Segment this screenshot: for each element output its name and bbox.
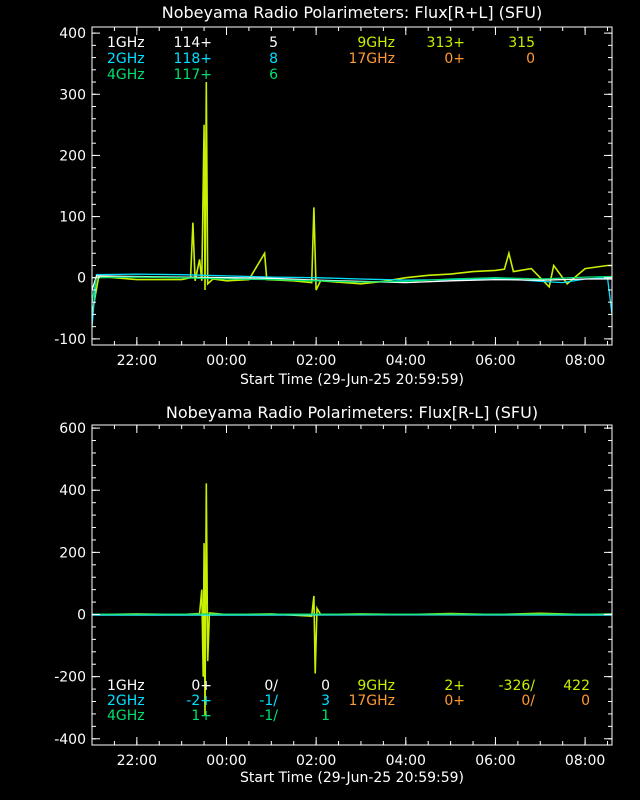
x-tick-label: 22:00 xyxy=(117,753,157,769)
legend-value: 0 xyxy=(581,693,590,709)
x-tick-label: 04:00 xyxy=(386,353,426,369)
x-tick-label: 08:00 xyxy=(565,353,605,369)
legend-value: 0+ xyxy=(444,693,465,709)
legend-value: 0+ xyxy=(191,678,212,694)
series-line-9ghz xyxy=(92,81,612,315)
y-tick-label: 200 xyxy=(59,148,86,164)
x-tick-label: 02:00 xyxy=(296,353,336,369)
legend: 1GHz 114+ 5 2GHz 118+ 8 4GHz 117+ 6 9GHz 313+ 315 17… xyxy=(107,35,535,83)
legend-value: 313+ xyxy=(427,35,465,51)
y-tick-label: 100 xyxy=(59,210,86,226)
legend-value: 2+ xyxy=(444,678,465,694)
x-tick-label: 06:00 xyxy=(475,353,515,369)
legend: 1GHz 0+ 0/0 2GHz -2+ -1/3 4GHz 1+ -1/1 9GHz 2+ -326… xyxy=(107,678,590,724)
chart-title: Nobeyama Radio Polarimeters: Flux[R+L] (… xyxy=(162,3,542,22)
legend-value: 1 xyxy=(321,708,330,724)
legend-value: 0 xyxy=(321,678,330,694)
chart-panel-rl-diff: Nobeyama Radio Polarimeters: Flux[R-L] (… xyxy=(54,403,613,786)
x-axis-label: Start Time (29-Jun-25 20:59:59) xyxy=(240,770,464,786)
y-tick-label: 200 xyxy=(59,545,86,561)
legend-freq: 1GHz xyxy=(107,678,145,694)
legend-freq: 2GHz xyxy=(107,51,145,67)
chart-title: Nobeyama Radio Polarimeters: Flux[R-L] (… xyxy=(166,403,538,422)
x-tick-label: 04:00 xyxy=(386,753,426,769)
legend-value: 315 xyxy=(508,35,535,51)
legend-freq: 2GHz xyxy=(107,693,145,709)
chart-panel-rl-sum: Nobeyama Radio Polarimeters: Flux[R+L] (… xyxy=(54,3,613,388)
legend-value: 0/ xyxy=(521,693,535,709)
series-group xyxy=(92,483,612,716)
y-tick-label: -100 xyxy=(54,332,86,348)
y-tick-label: 300 xyxy=(59,87,86,103)
y-tick-label: 400 xyxy=(59,26,86,42)
legend-value: 422 xyxy=(563,678,590,694)
y-tick-label: -400 xyxy=(54,732,86,748)
y-tick-label: 0 xyxy=(77,271,86,287)
x-tick-label: 08:00 xyxy=(565,753,605,769)
legend-freq: 9GHz xyxy=(357,678,395,694)
x-tick-label: 00:00 xyxy=(206,353,246,369)
legend-freq: 9GHz xyxy=(357,35,395,51)
legend-value: 3 xyxy=(321,693,330,709)
legend-freq: 1GHz xyxy=(107,35,145,51)
series-line-2ghz xyxy=(92,273,612,327)
x-axis-label: Start Time (29-Jun-25 20:59:59) xyxy=(240,372,464,388)
legend-value: -1/ xyxy=(259,693,278,709)
legend-value: 5 xyxy=(269,35,278,51)
legend-value: 114+ xyxy=(174,35,212,51)
legend-value: -326/ xyxy=(499,678,536,694)
x-tick-label: 22:00 xyxy=(117,353,157,369)
legend-value: 117+ xyxy=(174,67,212,83)
legend-value: 8 xyxy=(269,51,278,67)
plot-frame xyxy=(91,424,613,746)
legend-value: 118+ xyxy=(174,51,212,67)
y-tick-label: 0 xyxy=(77,608,86,624)
legend-value: 0/ xyxy=(264,678,278,694)
legend-value: 0 xyxy=(526,51,535,67)
legend-freq: 17GHz xyxy=(348,51,395,67)
plot-frame xyxy=(91,26,613,346)
legend-value: -2+ xyxy=(186,693,212,709)
legend-value: 1+ xyxy=(191,708,212,724)
legend-freq: 17GHz xyxy=(348,693,395,709)
y-tick-label: 400 xyxy=(59,483,86,499)
legend-value: -1/ xyxy=(259,708,278,724)
x-tick-label: 00:00 xyxy=(206,753,246,769)
legend-value: 6 xyxy=(269,67,278,83)
series-line-4ghz xyxy=(92,275,612,303)
x-tick-label: 06:00 xyxy=(475,753,515,769)
x-tick-label: 02:00 xyxy=(296,753,336,769)
y-tick-label: -200 xyxy=(54,670,86,686)
legend-value: 0+ xyxy=(444,51,465,67)
y-tick-label: 600 xyxy=(59,421,86,437)
legend-freq: 4GHz xyxy=(107,67,145,83)
series-group xyxy=(92,81,612,327)
legend-freq: 4GHz xyxy=(107,708,145,724)
